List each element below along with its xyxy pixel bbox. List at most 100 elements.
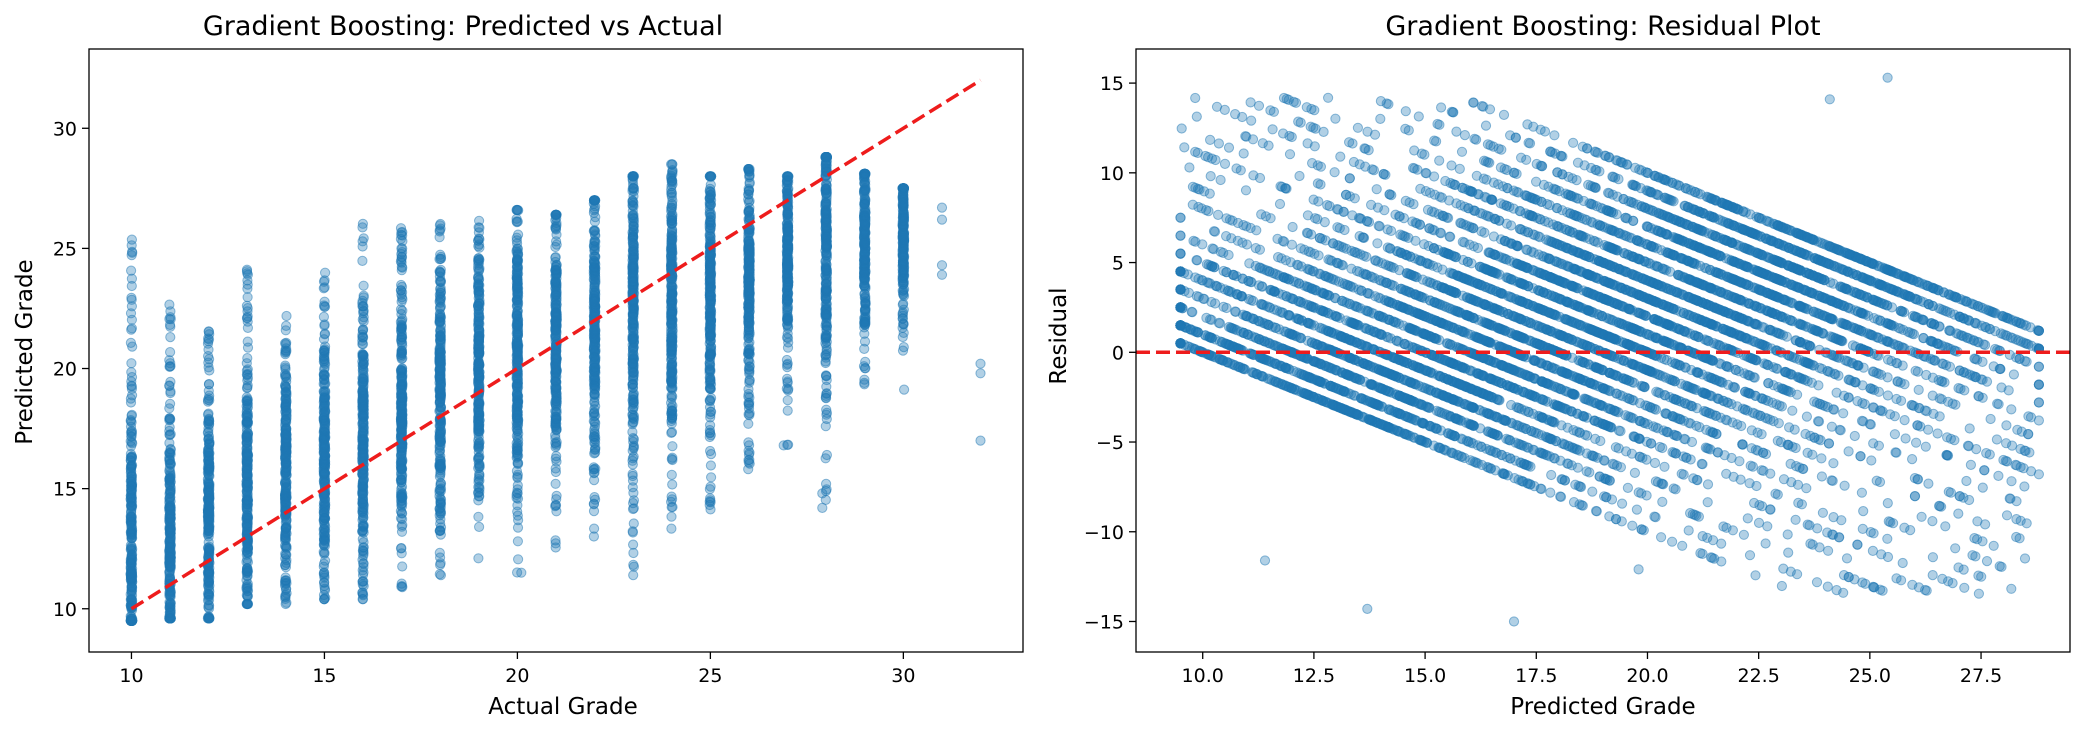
data-point xyxy=(281,555,292,566)
data-point xyxy=(396,416,407,427)
data-point xyxy=(628,539,639,550)
data-point xyxy=(318,504,329,515)
data-point xyxy=(705,171,717,182)
data-point xyxy=(473,300,484,311)
data-point xyxy=(280,325,291,336)
data-point xyxy=(589,475,600,486)
data-point xyxy=(434,303,446,314)
data-point xyxy=(666,285,678,296)
data-point xyxy=(126,372,138,383)
data-point xyxy=(704,484,716,495)
data-point xyxy=(203,487,214,498)
data-point xyxy=(358,545,369,556)
data-point xyxy=(126,519,137,530)
data-point xyxy=(589,278,600,289)
data-point xyxy=(783,337,794,348)
data-point xyxy=(242,398,253,409)
data-point xyxy=(434,352,445,363)
data-point xyxy=(203,415,214,427)
data-point xyxy=(512,449,523,460)
data-point xyxy=(241,383,253,394)
data-point xyxy=(357,498,368,509)
data-point xyxy=(627,445,638,456)
data-point xyxy=(319,320,330,331)
data-point xyxy=(396,578,407,589)
data-point xyxy=(164,526,176,537)
data-point xyxy=(628,547,639,559)
data-point xyxy=(667,168,678,180)
data-point xyxy=(705,460,717,471)
data-point xyxy=(242,494,253,505)
data-point xyxy=(474,222,485,233)
data-point xyxy=(627,455,638,466)
data-point xyxy=(319,536,331,547)
data-point xyxy=(666,306,677,318)
data-point xyxy=(357,348,368,359)
data-point xyxy=(280,369,291,380)
data-point xyxy=(628,495,640,506)
data-point xyxy=(704,358,715,369)
data-point xyxy=(551,213,562,224)
data-point xyxy=(397,491,408,502)
data-point xyxy=(706,449,717,460)
data-point xyxy=(165,398,176,409)
data-point xyxy=(550,354,561,365)
data-point xyxy=(203,379,215,390)
data-point xyxy=(666,376,677,387)
data-point xyxy=(125,571,137,583)
data-point xyxy=(434,525,445,537)
data-point xyxy=(318,345,329,356)
data-point xyxy=(434,383,445,395)
data-point xyxy=(202,447,213,458)
data-point xyxy=(667,247,678,258)
data-point xyxy=(280,517,291,528)
data-point xyxy=(588,506,600,517)
data-point xyxy=(435,291,446,302)
data-point xyxy=(203,434,214,445)
data-point xyxy=(125,337,136,348)
data-point xyxy=(473,440,484,451)
data-point xyxy=(358,507,369,519)
data-point xyxy=(126,462,137,473)
data-point xyxy=(473,416,484,428)
data-point xyxy=(706,393,717,404)
data-point xyxy=(126,234,137,245)
data-point xyxy=(204,390,215,401)
data-point xyxy=(511,213,522,224)
data-point xyxy=(550,302,561,313)
data-point xyxy=(204,506,215,518)
data-point xyxy=(628,183,640,194)
data-point xyxy=(473,487,484,498)
data-point xyxy=(242,455,253,466)
data-point xyxy=(473,458,484,469)
data-point xyxy=(396,254,407,265)
data-point xyxy=(628,434,640,445)
data-point xyxy=(126,292,137,303)
data-point xyxy=(512,317,523,328)
data-point xyxy=(551,236,562,247)
data-point xyxy=(589,397,600,408)
data-point xyxy=(743,271,754,282)
data-point xyxy=(357,476,369,487)
data-point xyxy=(627,527,639,538)
data-point xyxy=(551,396,562,407)
data-point xyxy=(396,456,407,467)
data-point xyxy=(396,443,407,454)
data-point xyxy=(628,343,639,354)
data-point xyxy=(743,318,754,329)
data-point xyxy=(627,379,638,390)
data-point xyxy=(125,421,137,432)
data-point xyxy=(319,374,330,385)
data-point xyxy=(126,496,137,507)
data-point xyxy=(358,380,369,391)
data-point xyxy=(396,543,407,554)
data-point xyxy=(704,338,715,349)
data-point xyxy=(628,518,639,529)
data-point xyxy=(434,316,445,327)
data-point xyxy=(782,313,793,324)
data-point xyxy=(512,424,523,435)
data-point xyxy=(551,367,562,378)
data-point xyxy=(473,379,484,390)
data-point xyxy=(474,521,485,533)
